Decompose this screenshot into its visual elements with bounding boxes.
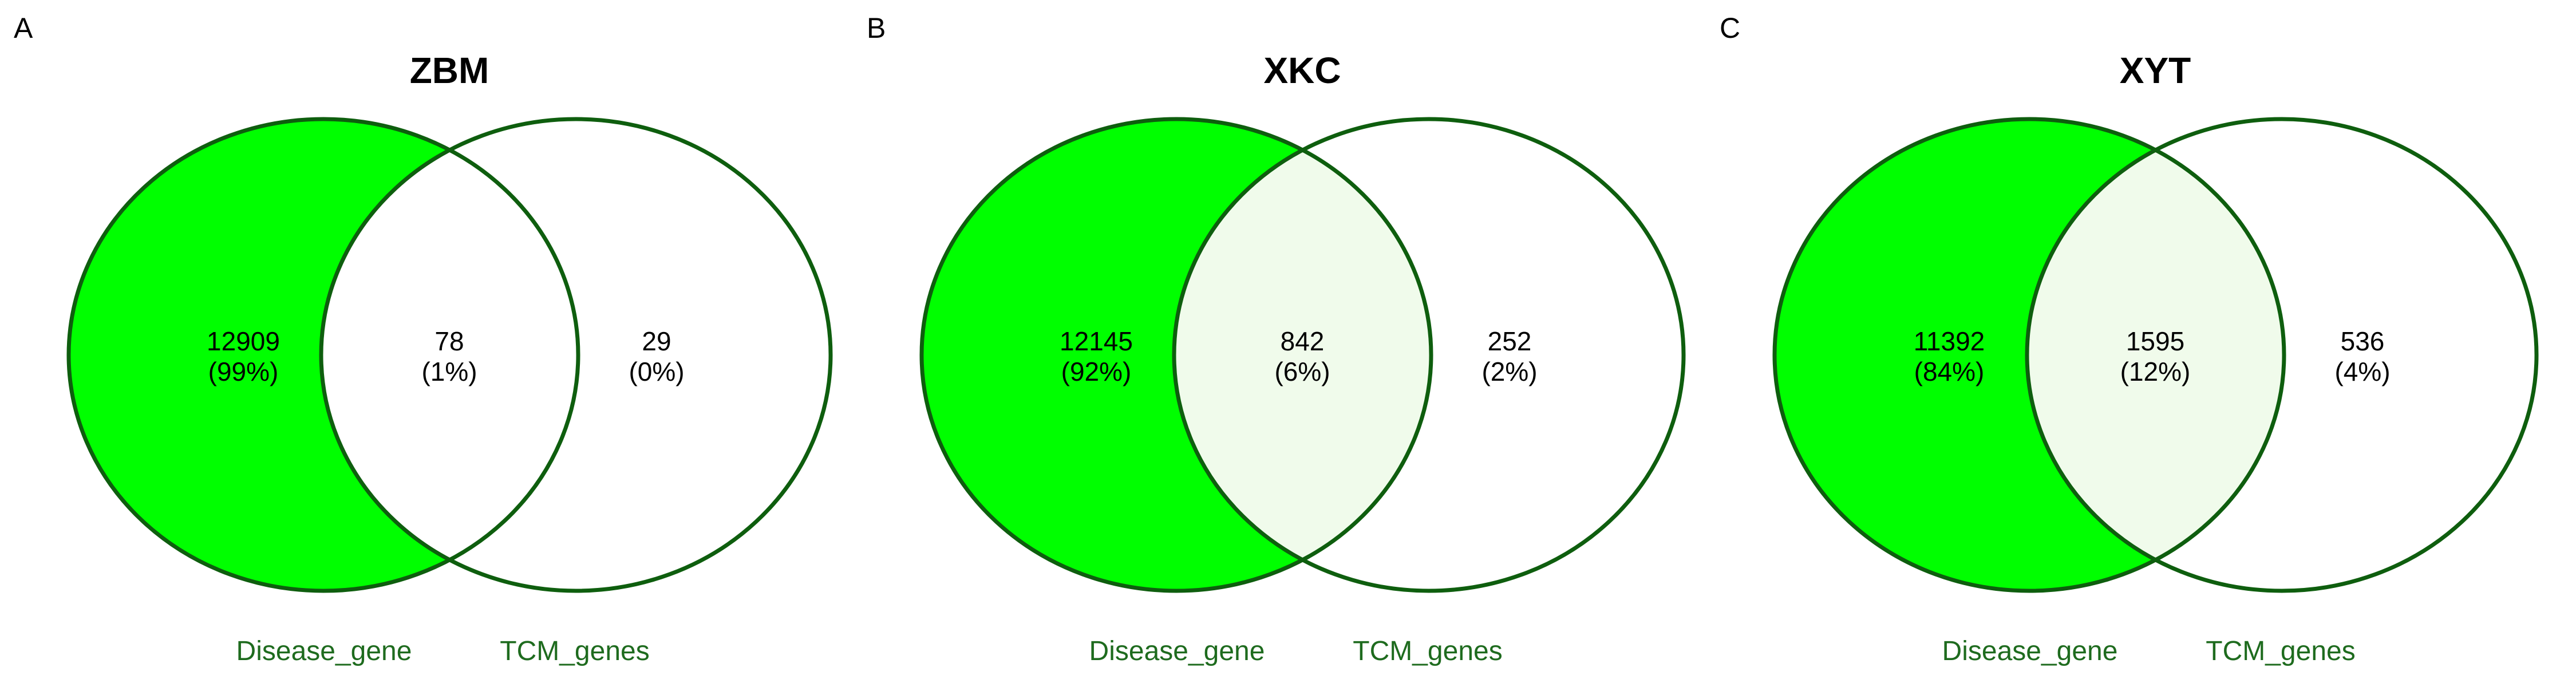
right-set-label: TCM_genes bbox=[2206, 636, 2355, 666]
left-only-count: 12909 bbox=[207, 326, 280, 356]
intersection-count: 1595 bbox=[2126, 326, 2184, 356]
intersection-count: 842 bbox=[1281, 326, 1325, 356]
right-only-percent: (0%) bbox=[629, 357, 684, 386]
panel-letter: C bbox=[1720, 12, 1740, 44]
venn-panel-c: C XYT 11392 (84%) 1595 (12%) 536 (4%) Di… bbox=[1720, 12, 2539, 666]
left-only-percent: (84%) bbox=[1914, 357, 1985, 386]
right-set-outline bbox=[2025, 117, 2539, 593]
right-only-percent: (4%) bbox=[2334, 357, 2390, 386]
intersection-count: 78 bbox=[434, 326, 464, 356]
intersection-fill bbox=[1174, 119, 1431, 591]
left-only-percent: (99%) bbox=[208, 357, 279, 386]
left-only-count: 12145 bbox=[1060, 326, 1133, 356]
left-set-label: Disease_gene bbox=[1942, 636, 2118, 666]
venn-panel-b: B XKC 12145 (92%) 842 (6%) 252 (2%) Dise… bbox=[867, 12, 1686, 666]
right-only-count: 29 bbox=[642, 326, 671, 356]
panel-title: XKC bbox=[1263, 50, 1341, 91]
panel-letter: B bbox=[867, 12, 886, 44]
left-set-outline bbox=[66, 117, 580, 593]
left-only-count: 11392 bbox=[1914, 326, 1985, 356]
panel-letter: A bbox=[14, 12, 33, 44]
right-only-percent: (2%) bbox=[1481, 357, 1537, 386]
intersection-fill bbox=[321, 119, 578, 591]
panel-title: XYT bbox=[2120, 50, 2191, 91]
intersection-percent: (6%) bbox=[1274, 357, 1330, 386]
left-set-outline bbox=[919, 117, 1433, 593]
right-only-count: 536 bbox=[2341, 326, 2385, 356]
left-only-percent: (92%) bbox=[1061, 357, 1132, 386]
panel-title: ZBM bbox=[410, 50, 489, 91]
intersection-fill bbox=[2027, 119, 2284, 591]
left-set-outline bbox=[1772, 117, 2286, 593]
venn-panel-a: A ZBM 12909 (99%) 78 (1%) 29 (0%) Diseas… bbox=[14, 12, 833, 666]
intersection-percent: (1%) bbox=[421, 357, 477, 386]
intersection-percent: (12%) bbox=[2120, 357, 2191, 386]
left-set-label: Disease_gene bbox=[236, 636, 412, 666]
right-set-label: TCM_genes bbox=[1353, 636, 1502, 666]
right-set-outline bbox=[319, 117, 833, 593]
left-set-label: Disease_gene bbox=[1089, 636, 1265, 666]
right-set-label: TCM_genes bbox=[500, 636, 649, 666]
right-only-count: 252 bbox=[1488, 326, 1532, 356]
right-set-outline bbox=[1172, 117, 1686, 593]
